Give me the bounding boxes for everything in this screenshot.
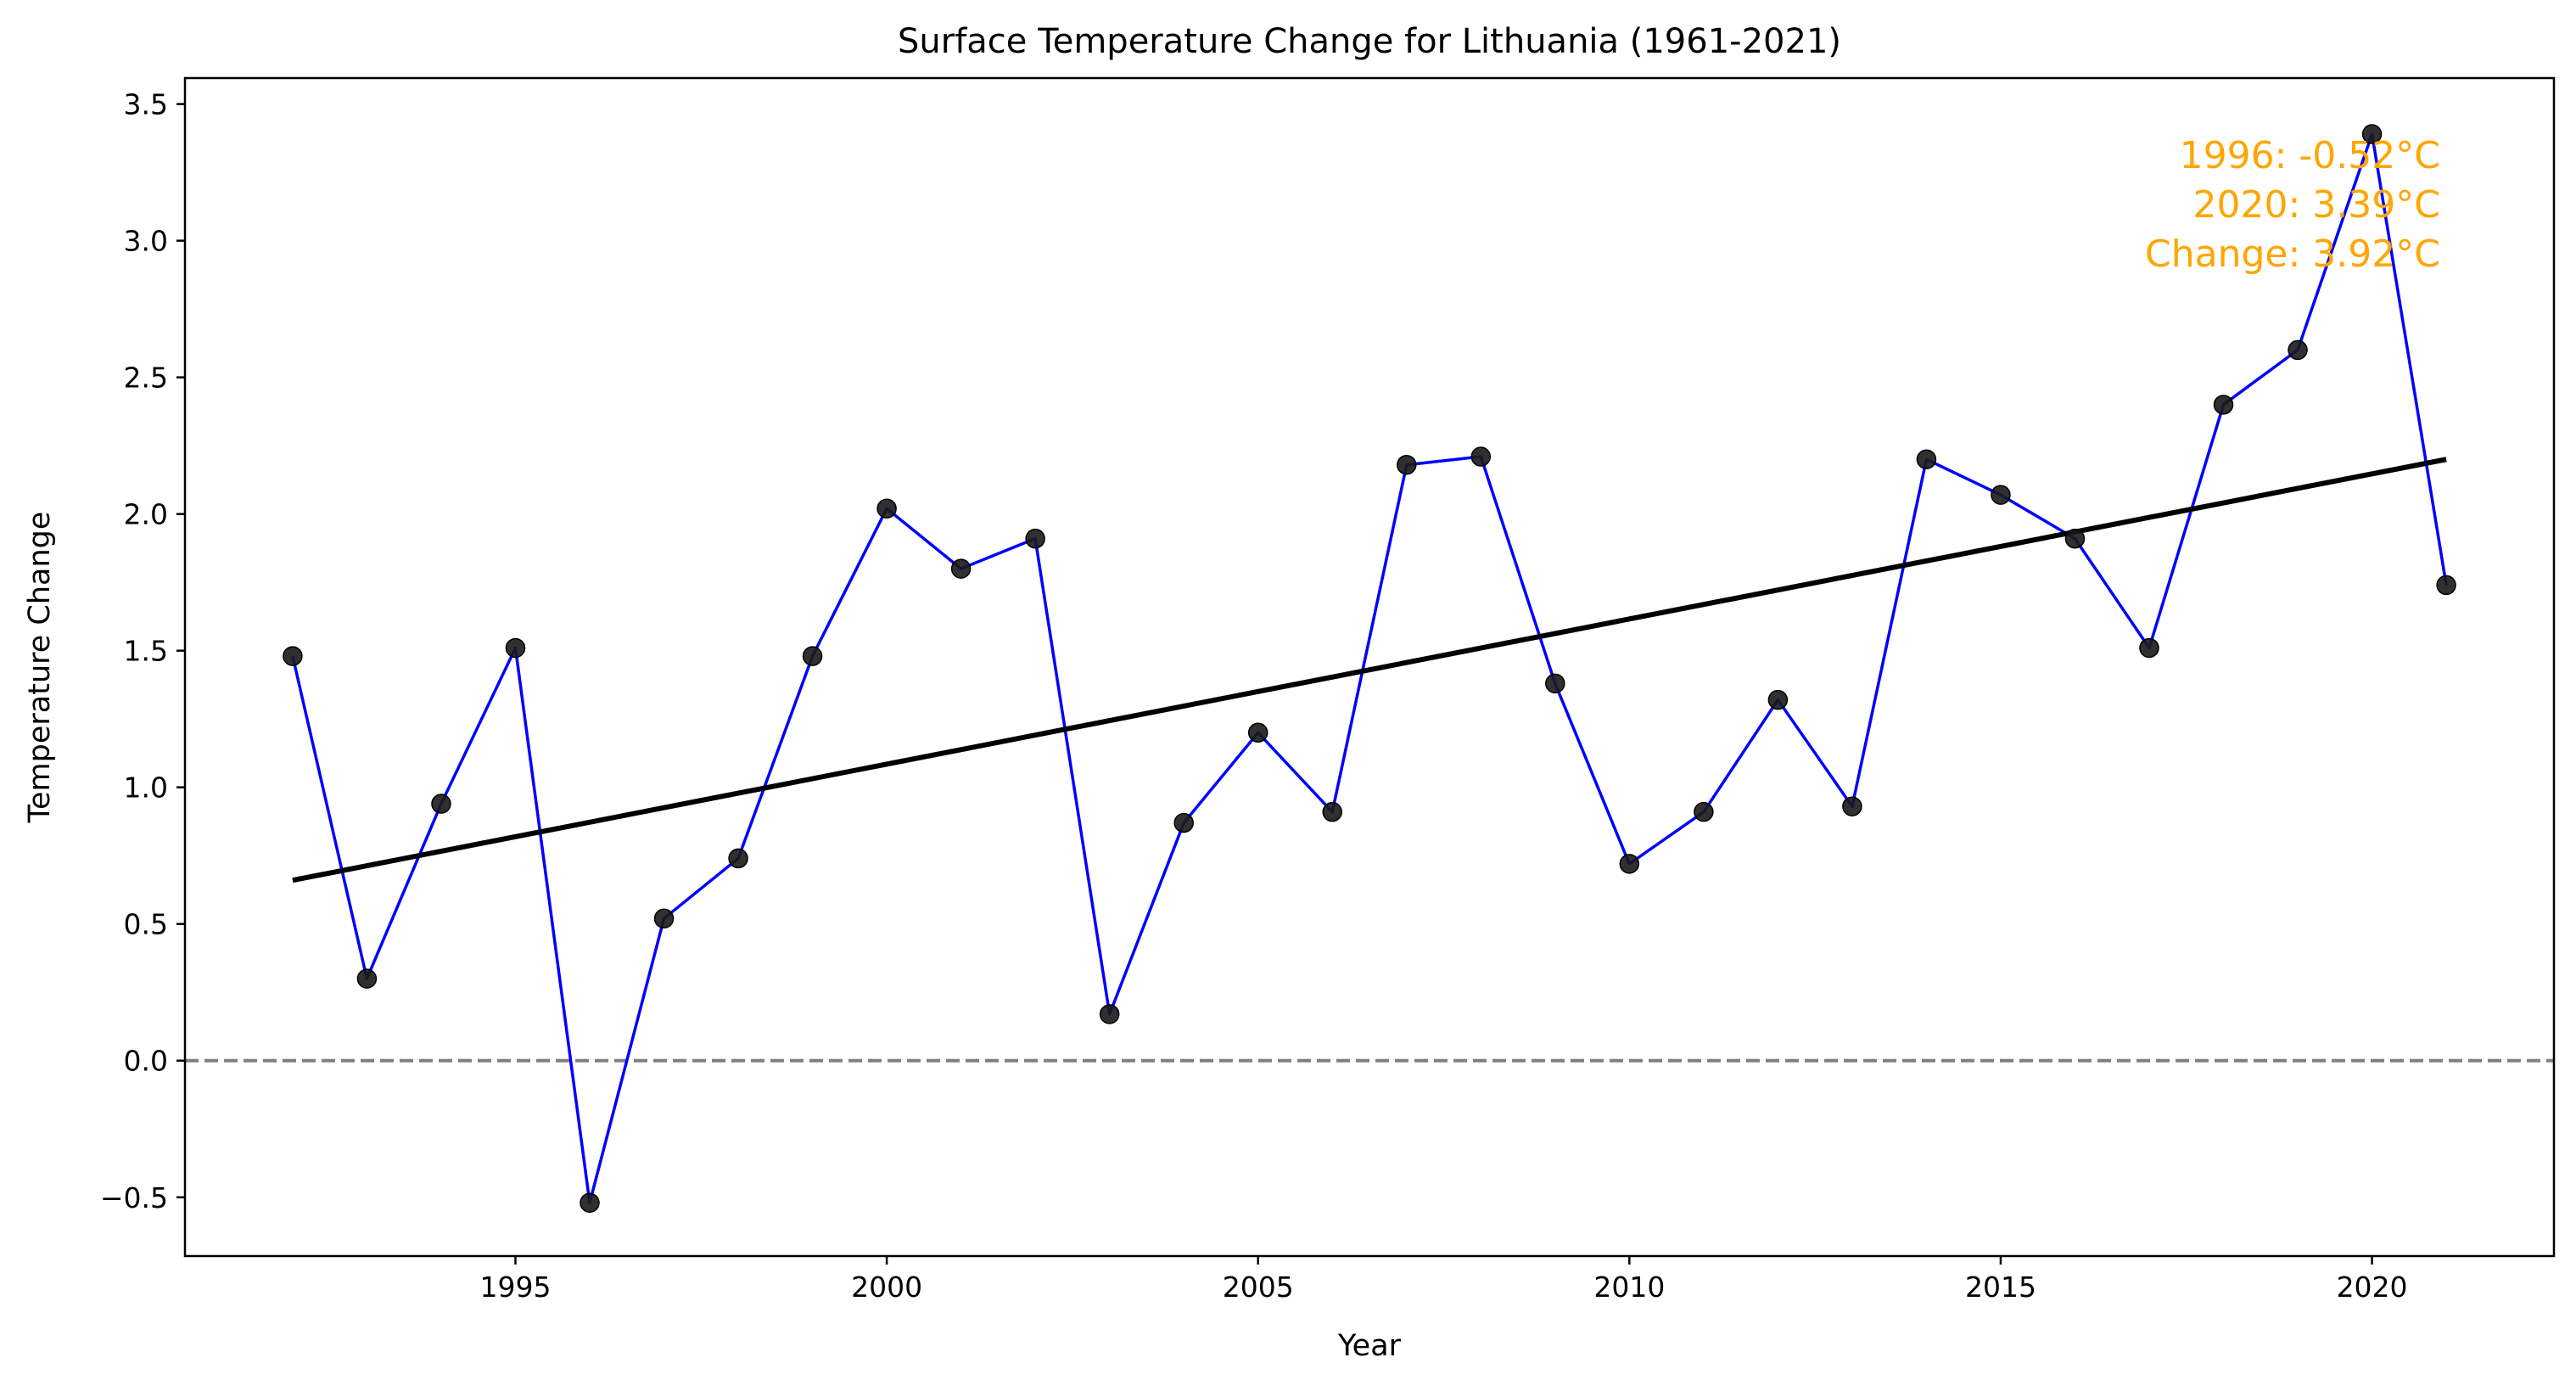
data-point-2007: [1397, 454, 1417, 475]
x-tick-label: 2020: [2337, 1270, 2408, 1304]
data-point-2012: [1767, 689, 1789, 710]
y-tick-label: 2.0: [124, 498, 168, 531]
data-point-2005: [1247, 722, 1268, 743]
data-point-2001: [950, 558, 972, 579]
data-point-2020: [2361, 124, 2383, 144]
temperature-series-line: [291, 132, 2448, 1204]
y-axis-label: Temperature Change: [23, 512, 57, 824]
data-point-1995: [505, 637, 526, 659]
data-point-1993: [356, 968, 378, 989]
data-point-2004: [1173, 812, 1194, 833]
annotation-line-3: Change: 3.92°C: [2145, 233, 2440, 276]
data-point-2009: [1545, 673, 1565, 694]
data-point-2002: [1025, 528, 1045, 549]
data-point-1996: [580, 1192, 600, 1213]
data-point-1998: [728, 848, 748, 869]
data-point-1999: [802, 646, 823, 666]
data-point-1997: [653, 908, 675, 929]
data-point-2000: [876, 498, 897, 519]
data-point-2010: [1619, 854, 1640, 874]
data-point-2015: [1991, 485, 2011, 505]
y-tick-label: 3.0: [124, 225, 168, 258]
y-tick-label: 1.5: [124, 635, 168, 668]
data-point-2019: [2288, 339, 2308, 361]
plot-area-frame: [183, 76, 2556, 1258]
data-point-1992: [283, 646, 303, 666]
trend-line: [292, 457, 2447, 883]
y-tick-label: 2.5: [124, 362, 168, 395]
x-axis-label: Year: [1337, 1329, 1402, 1363]
annotation-line-2: 2020: 3.39°C: [2193, 183, 2440, 227]
data-point-1994: [431, 794, 451, 814]
x-tick-label: 2005: [1223, 1270, 1294, 1304]
data-point-2016: [2064, 528, 2086, 549]
data-point-2018: [2213, 395, 2234, 415]
stats-annotation: 1996: -0.52°C 2020: 3.39°C Change: 3.92°C: [2145, 134, 2440, 276]
x-tick-label: 2010: [1593, 1270, 1665, 1304]
y-tick-label: −0.5: [100, 1181, 168, 1214]
data-point-2011: [1694, 801, 1714, 822]
chart-title: Surface Temperature Change for Lithuania…: [898, 22, 1841, 61]
data-point-2013: [1842, 796, 1862, 816]
data-point-2008: [1470, 446, 1492, 467]
x-tick-label: 2000: [851, 1270, 922, 1304]
y-tick-label: 0.0: [124, 1045, 168, 1078]
data-point-2017: [2139, 637, 2159, 659]
data-point-2021: [2436, 575, 2456, 596]
y-tick-label: 1.0: [124, 771, 168, 805]
data-point-2003: [1099, 1004, 1120, 1024]
y-tick-label: 0.5: [124, 908, 168, 941]
y-tick-label: 3.5: [124, 88, 168, 121]
x-tick-label: 2015: [1965, 1270, 2036, 1304]
x-tick-label: 1995: [479, 1270, 551, 1304]
data-point-2006: [1322, 801, 1342, 822]
data-point-2014: [1916, 449, 1937, 469]
annotation-line-1: 1996: -0.52°C: [2180, 134, 2440, 177]
